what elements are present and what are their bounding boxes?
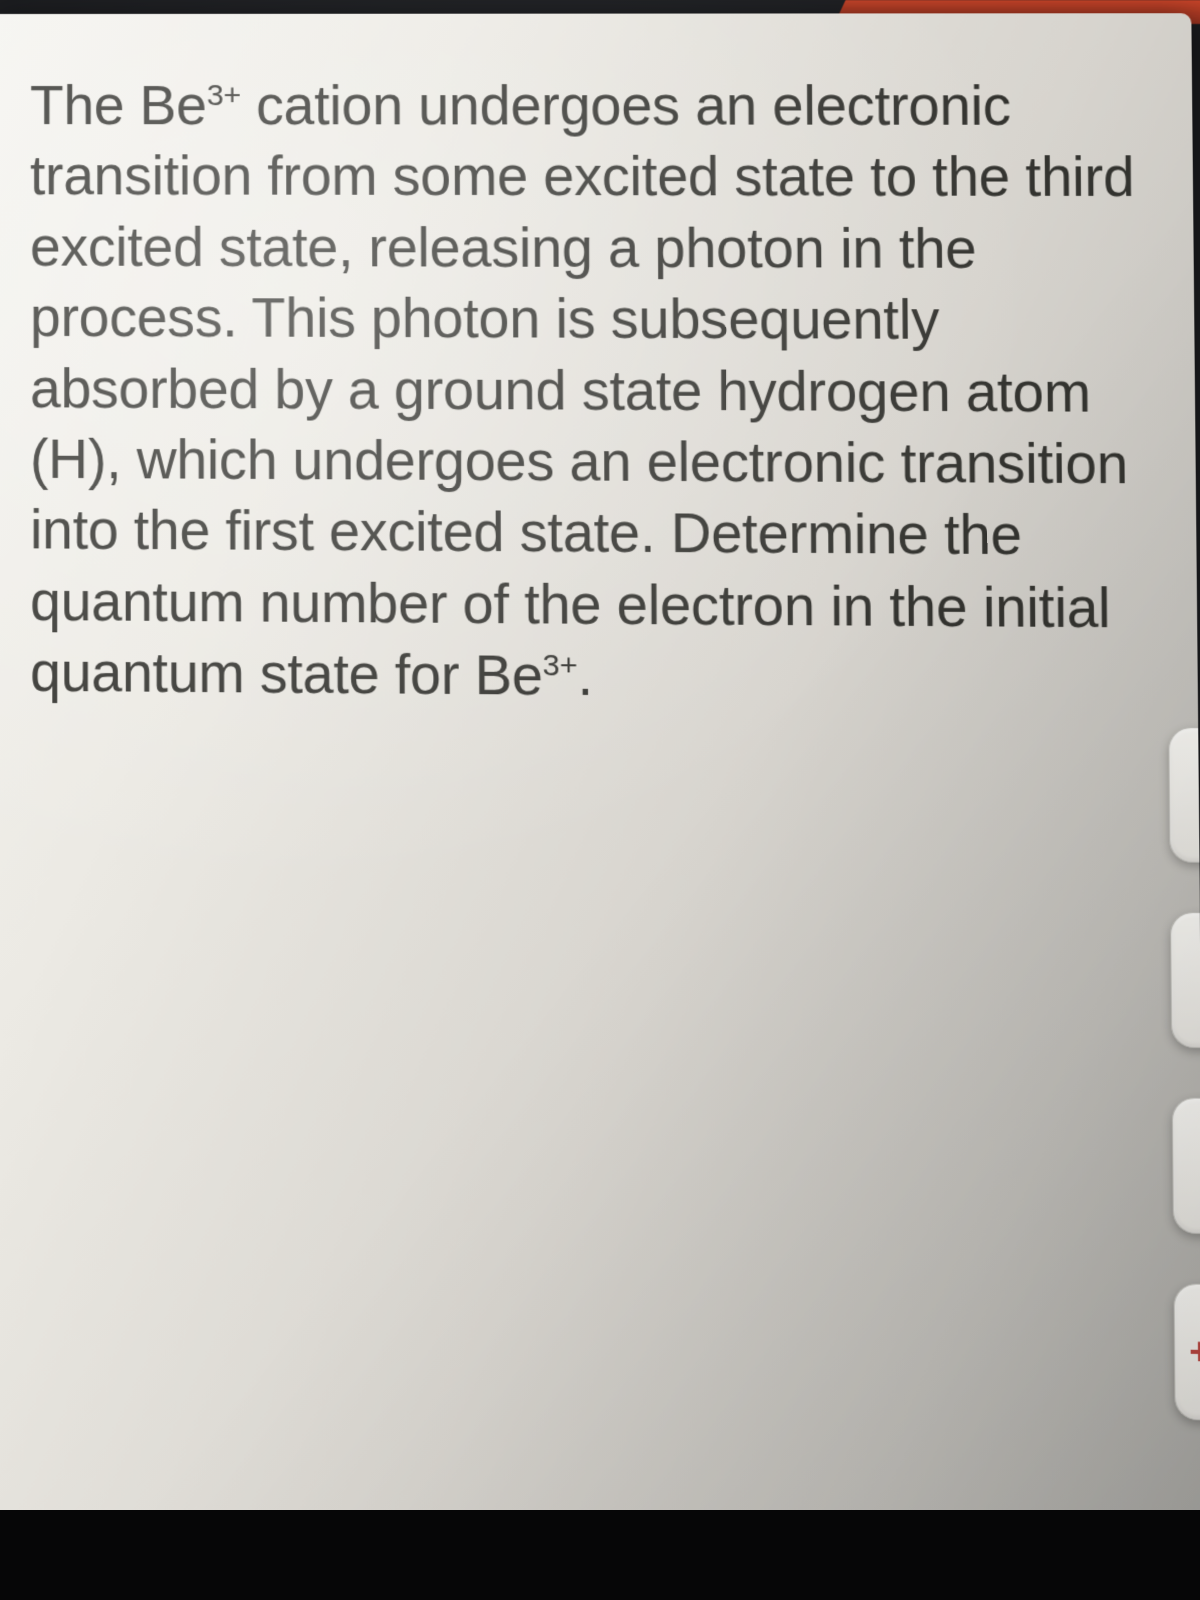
- question-segment: The Be: [30, 74, 207, 136]
- question-text: The Be3+ cation undergoes an electronic …: [30, 70, 1155, 716]
- side-button[interactable]: [1170, 912, 1200, 1049]
- side-button-plus[interactable]: +: [1173, 1283, 1200, 1421]
- question-segment: cation undergoes an electronic transitio…: [30, 74, 1135, 707]
- bottom-black-bar: [0, 1510, 1200, 1600]
- question-segment: .: [577, 644, 593, 707]
- side-button[interactable]: [1172, 1097, 1200, 1234]
- superscript-charge: 3+: [543, 649, 578, 683]
- photo-screen: The Be3+ cation undergoes an electronic …: [0, 0, 1200, 1600]
- superscript-charge: 3+: [207, 79, 241, 112]
- plus-icon: +: [1189, 1330, 1200, 1374]
- question-sheet: The Be3+ cation undergoes an electronic …: [0, 13, 1200, 1543]
- side-button[interactable]: [1168, 727, 1200, 863]
